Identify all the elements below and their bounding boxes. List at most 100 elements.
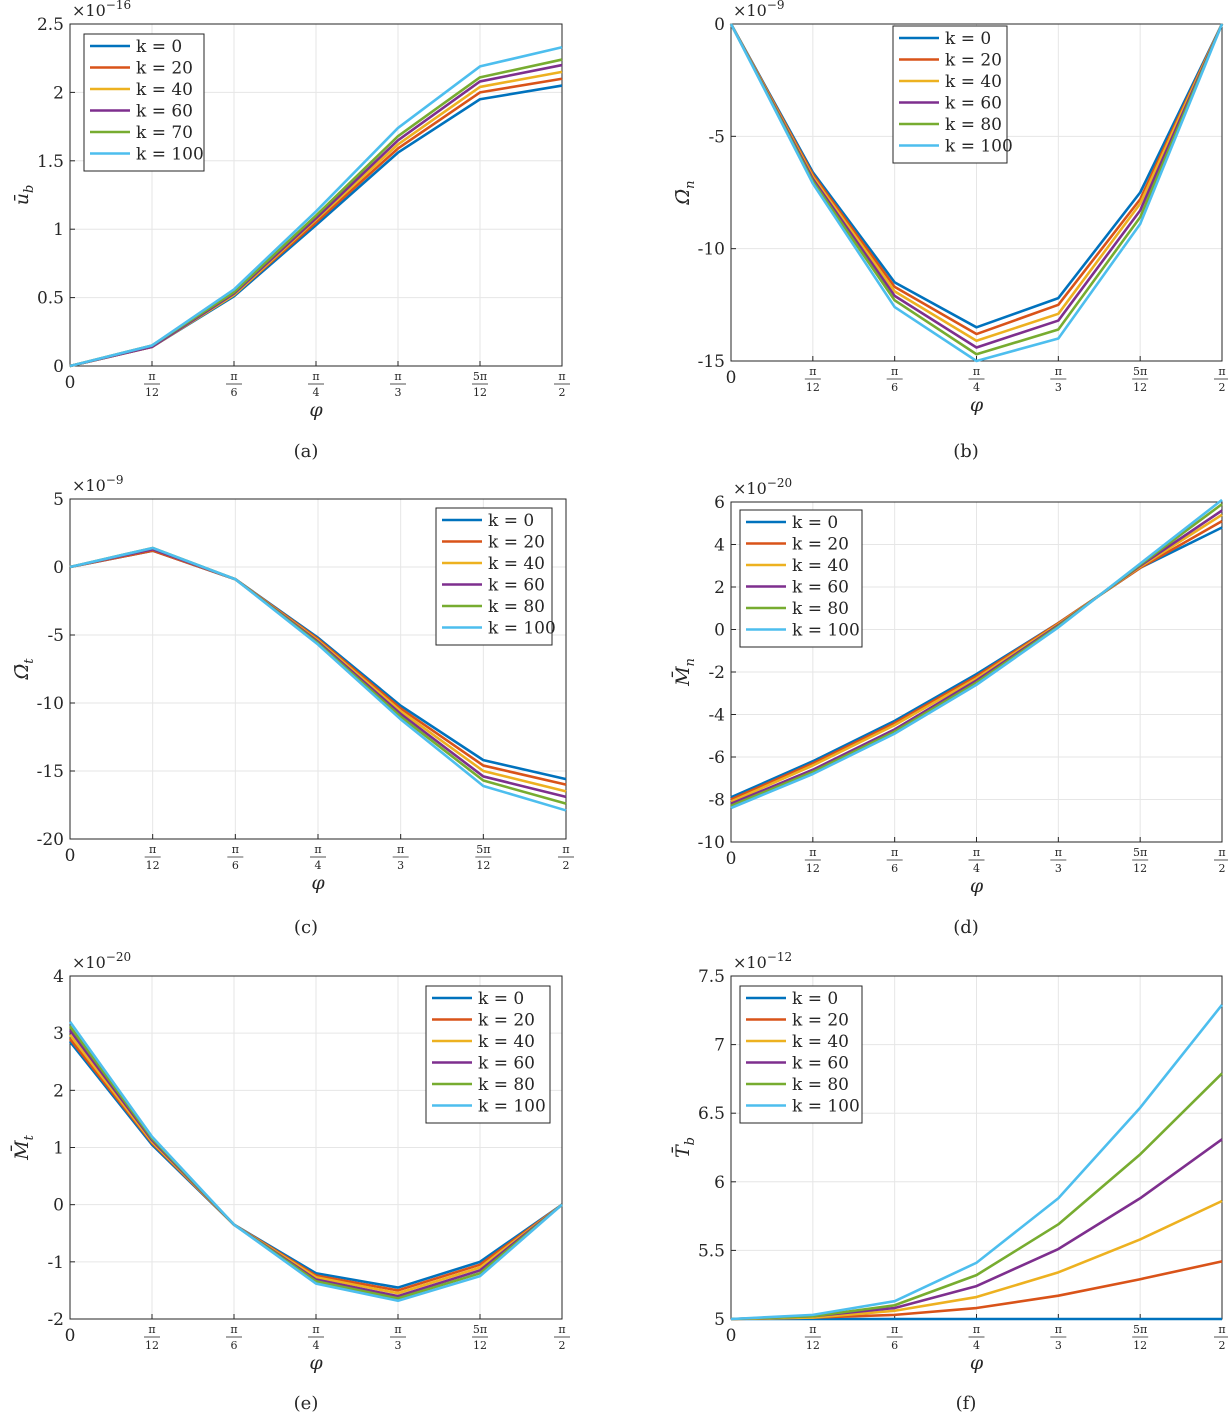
x-tick-label: π2 — [554, 1323, 570, 1352]
legend-entry: k = 80 — [478, 1075, 535, 1095]
x-tick-label: π 12 — [144, 370, 160, 399]
x-tick-label: π4 — [310, 843, 326, 872]
axis-exponent: ×10−12 — [733, 950, 792, 972]
legend-entry: k = 0 — [945, 29, 991, 49]
legend-entry: k = 100 — [478, 1097, 546, 1117]
x-tick-label: π6 — [226, 1323, 242, 1352]
x-tick-label: 0 — [65, 373, 76, 393]
x-tick-numerator: 5π — [473, 1323, 487, 1336]
x-tick-denominator: 3 — [395, 1339, 402, 1352]
x-tick-label: π3 — [1050, 1323, 1067, 1352]
series-line-5 — [69, 45, 563, 368]
x-tick-denominator: 12 — [1133, 862, 1147, 875]
x-tick-label: 0 — [65, 846, 76, 866]
legend-entry: k = 40 — [792, 1032, 849, 1052]
panel-caption: (c) — [294, 917, 318, 938]
x-tick-denominator: 6 — [891, 862, 898, 875]
x-tick-numerator: 5π — [1133, 1323, 1147, 1336]
y-axis-label: Ω̄t — [11, 658, 37, 681]
legend: k = 0k = 20k = 40k = 60k = 80k = 100 — [435, 507, 556, 646]
series-line-2 — [730, 1199, 1223, 1321]
x-tick-label: π6 — [886, 1323, 903, 1352]
x-tick-numerator: π — [312, 370, 319, 383]
legend-entry: k = 40 — [945, 72, 1002, 92]
x-tick-numerator: π — [230, 1323, 237, 1336]
legend-box — [83, 33, 205, 172]
x-tick-denominator: 2 — [1219, 1339, 1226, 1352]
x-tick-numerator: π — [230, 370, 237, 383]
y-tick-label: 5.5 — [698, 1241, 725, 1261]
axis-exponent: ×10−20 — [72, 950, 131, 972]
y-axis-label-subscript: t — [22, 1134, 37, 1140]
legend-entry: k = 20 — [478, 1011, 535, 1031]
x-tick-numerator: π — [558, 370, 565, 383]
y-axis-label-symbol: ū — [11, 193, 33, 205]
x-tick-denominator: 12 — [1133, 381, 1147, 394]
y-tick-label: 2 — [53, 83, 64, 103]
legend-entry: k = 40 — [792, 556, 849, 576]
y-tick-label: -10 — [698, 240, 725, 260]
x-tick-numerator: π — [148, 1323, 155, 1336]
y-tick-label: 4 — [53, 967, 64, 987]
x-tick-label: π4 — [968, 365, 985, 394]
y-axis-label: T̄b — [671, 1137, 698, 1158]
x-tick-numerator: 5π — [1133, 846, 1147, 859]
x-tick-denominator: 12 — [1133, 1339, 1147, 1352]
x-tick-denominator: 4 — [973, 381, 980, 394]
y-tick-label: 6 — [714, 1173, 725, 1193]
x-tick-denominator: 3 — [1055, 381, 1062, 394]
x-tick-numerator: π — [1218, 1323, 1225, 1336]
x-tick-label: π3 — [1050, 846, 1067, 875]
legend-entry: k = 40 — [136, 80, 193, 100]
y-tick-label: -20 — [37, 830, 64, 850]
y-axis-label-symbol: M̄ — [671, 666, 694, 687]
x-tick-denominator: 6 — [231, 1339, 238, 1352]
y-tick-label: 6.5 — [698, 1104, 725, 1124]
x-tick-numerator: π — [809, 1323, 816, 1336]
x-tick-denominator: 2 — [1219, 862, 1226, 875]
x-tick-label: π 12 — [804, 1323, 821, 1352]
y-axis-label-subscript: t — [22, 658, 37, 664]
x-tick-denominator: 12 — [146, 859, 160, 872]
legend-entry: k = 20 — [136, 59, 193, 79]
legend-entry: k = 20 — [945, 51, 1002, 71]
x-tick-numerator: π — [149, 843, 156, 856]
axis-exponent-power: −9 — [767, 0, 785, 12]
legend-box — [739, 985, 863, 1124]
x-tick-denominator: 12 — [806, 381, 820, 394]
x-tick-numerator: π — [891, 846, 898, 859]
x-tick-denominator: 4 — [973, 862, 980, 875]
x-tick-numerator: π — [558, 1323, 565, 1336]
x-tick-numerator: π — [314, 843, 321, 856]
x-axis-label: φ — [970, 875, 984, 897]
panel-caption: (d) — [953, 917, 979, 938]
x-tick-denominator: 6 — [891, 1339, 898, 1352]
x-tick-numerator: π — [973, 1323, 980, 1336]
x-tick-label: π 12 — [144, 843, 161, 872]
legend-entry: k = 0 — [792, 989, 838, 1009]
y-tick-label: 7.5 — [698, 967, 725, 987]
x-tick-numerator: π — [1055, 365, 1062, 378]
legend-entry: k = 40 — [488, 554, 545, 574]
legend-entry: k = 20 — [792, 535, 849, 555]
x-tick-denominator: 6 — [891, 381, 898, 394]
y-tick-label: -2 — [708, 663, 725, 683]
x-tick-denominator: 12 — [473, 1339, 487, 1352]
y-tick-label: 0.5 — [37, 289, 64, 309]
x-tick-label: π2 — [1214, 1323, 1228, 1352]
y-axis-label-symbol: Ω̄ — [11, 664, 33, 681]
x-axis-label: φ — [311, 872, 325, 894]
x-tick-denominator: 2 — [1219, 381, 1226, 394]
x-tick-label: π 12 — [804, 846, 821, 875]
legend: k = 0k = 20k = 40k = 60k = 70k = 100 — [83, 33, 205, 172]
x-tick-denominator: 12 — [806, 1339, 820, 1352]
x-tick-denominator: 12 — [473, 386, 487, 399]
series-line-5 — [730, 498, 1223, 810]
